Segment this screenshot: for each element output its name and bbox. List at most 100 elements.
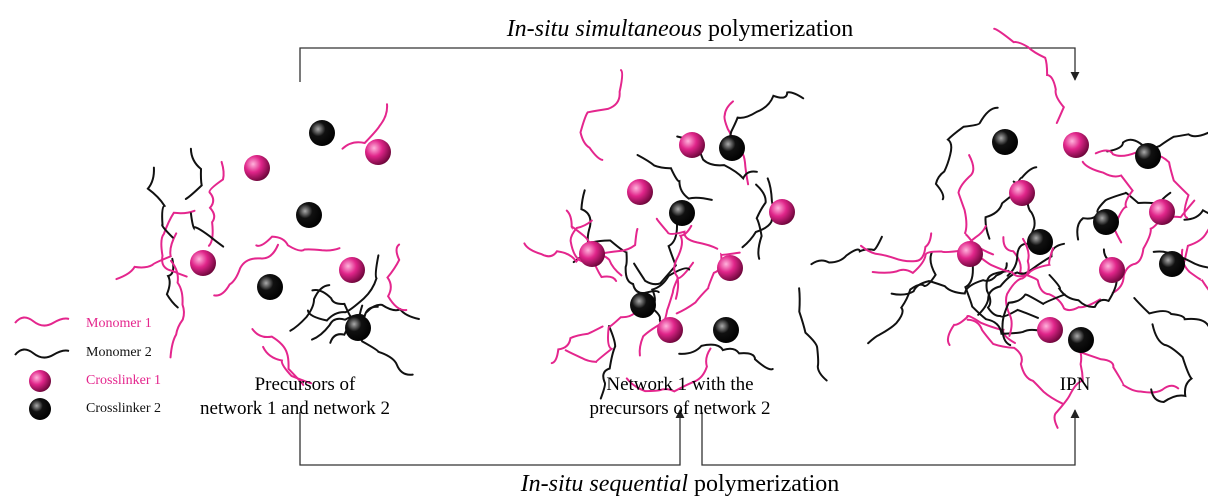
monomer-2 bbox=[741, 177, 774, 249]
crosslinker-2 bbox=[719, 135, 745, 161]
monomer-1 bbox=[1005, 237, 1030, 337]
monomer-2 bbox=[184, 147, 203, 200]
legend-crosslinker-2 bbox=[29, 398, 51, 420]
monomer-1 bbox=[262, 345, 313, 385]
crosslinker-2 bbox=[1159, 251, 1185, 277]
crosslinker-1 bbox=[717, 255, 743, 281]
monomer-1 bbox=[957, 154, 995, 256]
caption: network 1 and network 2 bbox=[200, 398, 390, 419]
monomer-1 bbox=[213, 243, 279, 297]
legend: Monomer 1 Monomer 2 Crosslinker 1 Crossl… bbox=[14, 316, 161, 420]
monomer-2 bbox=[1183, 208, 1208, 221]
monomer-2 bbox=[755, 183, 767, 260]
legend-label: Crosslinker 2 bbox=[86, 401, 161, 416]
monomer-2 bbox=[678, 343, 774, 371]
monomer-1 bbox=[993, 27, 1065, 124]
monomer-1 bbox=[966, 318, 1064, 405]
monomer-2 bbox=[977, 242, 1065, 316]
monomer-2 bbox=[146, 166, 174, 239]
monomer-1 bbox=[255, 235, 341, 252]
monomer-1 bbox=[675, 251, 741, 315]
monomer-2 bbox=[1150, 323, 1194, 404]
crosslinker-2 bbox=[713, 317, 739, 343]
caption: IPN bbox=[1060, 374, 1091, 395]
crosslinker-1 bbox=[1037, 317, 1063, 343]
monomer-2 bbox=[798, 287, 828, 382]
crosslinker-2 bbox=[992, 129, 1018, 155]
monomer-1 bbox=[207, 160, 225, 247]
bottom-label: In-situ sequential polymerization bbox=[520, 471, 840, 497]
monomer-1 bbox=[1053, 342, 1084, 429]
crosslinker-2 bbox=[1068, 327, 1094, 353]
monomer-1 bbox=[1002, 236, 1102, 312]
crosslinker-1 bbox=[339, 257, 365, 283]
monomer-1 bbox=[251, 328, 305, 386]
monomer-1 bbox=[655, 217, 719, 250]
monomer-1 bbox=[1077, 350, 1180, 394]
bottom-arrow-1 bbox=[299, 409, 685, 466]
monomer-1 bbox=[564, 306, 640, 363]
caption: precursors of network 2 bbox=[590, 398, 771, 419]
monomer-2 bbox=[289, 284, 331, 332]
legend-crosslinker-1 bbox=[29, 370, 51, 392]
monomer-2 bbox=[964, 263, 1044, 335]
caption: Precursors of bbox=[255, 374, 356, 395]
crosslinker-2 bbox=[1135, 143, 1161, 169]
monomer-2 bbox=[311, 289, 354, 344]
monomer-1 bbox=[169, 259, 185, 359]
monomer-2 bbox=[810, 235, 883, 266]
crosslinker-1 bbox=[1099, 257, 1125, 283]
monomer-2 bbox=[311, 305, 379, 341]
monomer-1 bbox=[386, 243, 408, 312]
crosslinker-2 bbox=[345, 315, 371, 341]
monomer-2 bbox=[306, 254, 380, 322]
crosslinker-2 bbox=[1027, 229, 1053, 255]
monomer-2 bbox=[1001, 293, 1066, 347]
crosslinker-1 bbox=[244, 155, 270, 181]
crosslinker-1 bbox=[579, 241, 605, 267]
monomer-2 bbox=[934, 106, 999, 201]
monomer-2 bbox=[189, 212, 225, 248]
crosslinker-1 bbox=[957, 241, 983, 267]
monomer-1 bbox=[625, 347, 712, 393]
monomer-2 bbox=[1133, 297, 1208, 327]
clusters bbox=[115, 27, 1208, 429]
arrows bbox=[299, 47, 1080, 466]
monomer-1 bbox=[160, 209, 196, 278]
monomer-2 bbox=[165, 257, 179, 309]
crosslinker-1 bbox=[769, 199, 795, 225]
monomer-2 bbox=[729, 91, 805, 155]
caption: Network 1 with the bbox=[606, 374, 753, 395]
crosslinker-1 bbox=[679, 132, 705, 158]
crosslinker-2 bbox=[296, 202, 322, 228]
monomer-2 bbox=[636, 154, 713, 201]
monomer-1 bbox=[579, 69, 624, 161]
crosslinker-2 bbox=[669, 200, 695, 226]
crosslinker-1 bbox=[190, 250, 216, 276]
crosslinker-1 bbox=[1063, 132, 1089, 158]
monomer-2 bbox=[890, 262, 1008, 296]
legend-label: Monomer 1 bbox=[86, 316, 152, 331]
crosslinker-2 bbox=[630, 292, 656, 318]
monomer-1 bbox=[115, 232, 178, 281]
monomer-2 bbox=[867, 251, 937, 345]
monomer-1 bbox=[523, 242, 623, 277]
legend-monomer-1 bbox=[14, 316, 70, 327]
crosslinker-2 bbox=[309, 120, 335, 146]
monomer-1 bbox=[1180, 248, 1208, 291]
monomer-1 bbox=[341, 103, 389, 150]
legend-monomer-2 bbox=[14, 348, 70, 359]
bottom-arrow-2 bbox=[701, 409, 1080, 466]
crosslinker-1 bbox=[657, 317, 683, 343]
crosslinker-2 bbox=[257, 274, 283, 300]
top-arrow bbox=[299, 47, 1080, 82]
monomer-1 bbox=[550, 325, 604, 365]
monomer-2 bbox=[599, 325, 617, 400]
legend-label: Crosslinker 1 bbox=[86, 373, 161, 388]
legend-label: Monomer 2 bbox=[86, 345, 152, 360]
monomer-1 bbox=[860, 232, 933, 263]
monomer-2 bbox=[984, 166, 1038, 240]
crosslinker-1 bbox=[627, 179, 653, 205]
monomer-1 bbox=[673, 224, 693, 300]
